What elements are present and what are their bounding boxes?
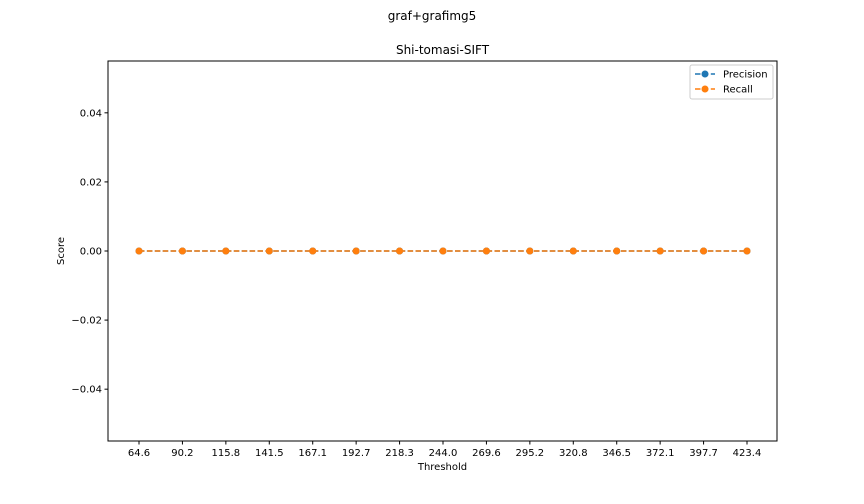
recall-point — [439, 247, 447, 255]
plot-marks — [135, 247, 751, 255]
y-tick-label: 0.02 — [80, 177, 102, 188]
x-tick-label: 115.8 — [212, 448, 241, 459]
recall-point — [482, 247, 490, 255]
x-tick-label: 295.2 — [516, 448, 545, 459]
y-tick-label: 0.00 — [80, 247, 102, 258]
y-axis-label: Score — [56, 237, 67, 265]
x-tick-label: 372.1 — [646, 448, 675, 459]
legend-recall-marker — [701, 85, 709, 93]
recall-point — [178, 247, 186, 255]
legend-precision-marker — [701, 70, 709, 78]
x-tick-label: 320.8 — [559, 448, 588, 459]
recall-point — [265, 247, 273, 255]
x-tick-label: 167.1 — [298, 448, 327, 459]
y-axis-ticks: −0.04 −0.02 0.00 0.02 0.04 — [71, 108, 108, 396]
x-tick-label: 90.2 — [171, 448, 193, 459]
recall-point — [135, 247, 143, 255]
x-tick-label: 397.7 — [689, 448, 718, 459]
x-tick-label: 244.0 — [429, 448, 458, 459]
x-axis-label: Threshold — [417, 462, 467, 473]
recall-point — [526, 247, 534, 255]
recall-point — [352, 247, 360, 255]
chart-title: Shi-tomasi-SIFT — [396, 43, 490, 57]
y-tick-label: −0.04 — [71, 385, 102, 396]
recall-point — [613, 247, 621, 255]
x-tick-label: 141.5 — [255, 448, 284, 459]
x-tick-label: 192.7 — [342, 448, 371, 459]
y-tick-label: −0.02 — [71, 316, 102, 327]
x-tick-label: 64.6 — [128, 448, 150, 459]
y-tick-label: 0.04 — [80, 108, 102, 119]
recall-point — [396, 247, 404, 255]
recall-point — [222, 247, 230, 255]
legend: Precision Recall — [689, 64, 774, 100]
x-tick-label: 218.3 — [385, 448, 414, 459]
recall-point — [569, 247, 577, 255]
legend-recall-label: Recall — [723, 85, 753, 96]
recall-point — [743, 247, 751, 255]
recall-point — [656, 247, 664, 255]
x-tick-label: 346.5 — [602, 448, 631, 459]
x-axis-ticks: 64.6 90.2 115.8 141.5 167.1 192.7 218.3 244.0 26… — [128, 441, 761, 459]
recall-point — [309, 247, 317, 255]
recall-point — [700, 247, 708, 255]
x-tick-label: 423.4 — [733, 448, 762, 459]
figure-title: graf+grafimg5 — [388, 9, 477, 23]
x-tick-label: 269.6 — [472, 448, 501, 459]
legend-precision-label: Precision — [723, 70, 768, 81]
plot-area-frame — [107, 60, 778, 442]
legend-frame — [689, 64, 774, 100]
